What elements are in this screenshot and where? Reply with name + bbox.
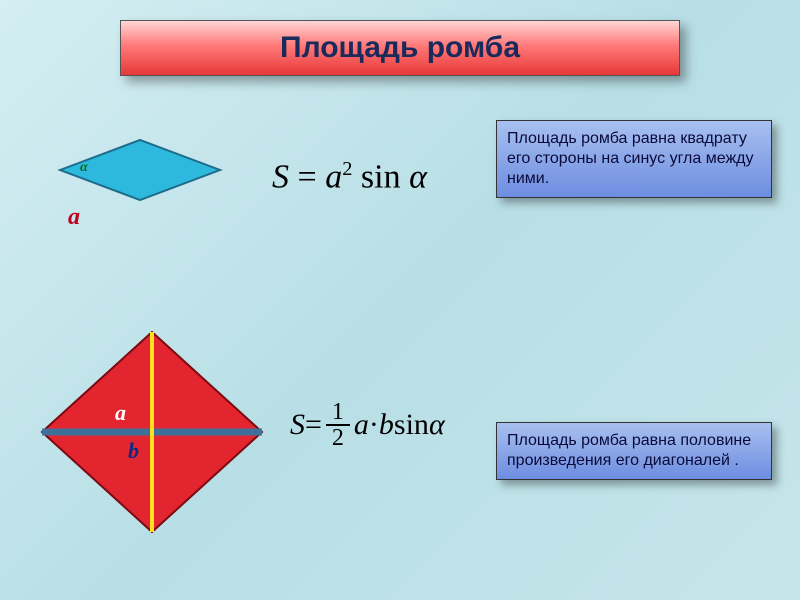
info-box-sine: Площадь ромба равна квадрату его стороны… <box>496 120 772 198</box>
alpha-label: α <box>80 160 88 176</box>
title-banner: Площадь ромба <box>120 20 680 76</box>
fraction-half: 1 2 <box>326 400 350 450</box>
info-text-sine: Площадь ромба равна квадрату его стороны… <box>507 130 754 187</box>
rhombus-big <box>22 322 282 552</box>
formula-diagonals: S = 1 2 a · b sin α <box>290 400 445 450</box>
info-text-diagonals: Площадь ромба равна половине произведени… <box>507 432 751 469</box>
diag-a-label: a <box>115 400 126 426</box>
side-a-label: а <box>68 204 80 231</box>
page-title: Площадь ромба <box>280 31 520 65</box>
formula-sine: S = a2 sin α <box>272 158 427 196</box>
diag-b-label: b <box>128 438 139 464</box>
info-box-diagonals: Площадь ромба равна половине произведени… <box>496 422 772 480</box>
